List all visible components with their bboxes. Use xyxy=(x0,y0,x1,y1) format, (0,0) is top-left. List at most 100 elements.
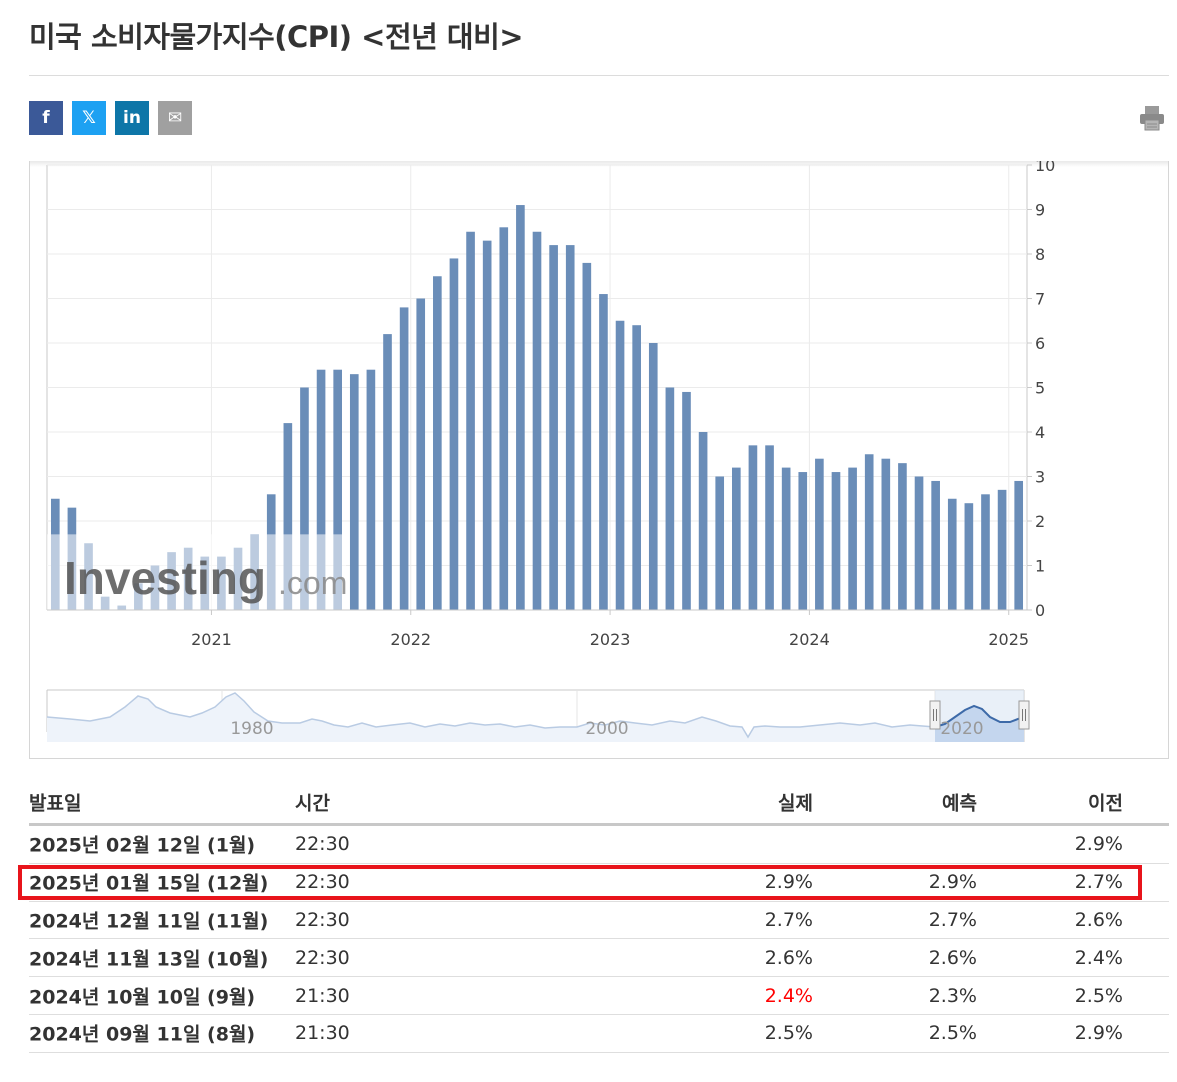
y-tick-label: 0 xyxy=(1035,601,1045,620)
chart-container: Investing .com 0 1 2 3 4 5 6 7 8 9 10 2021 2022 2023… xyxy=(29,161,1169,759)
y-tick-label: 8 xyxy=(1035,245,1045,264)
row-previous: 2.9% xyxy=(1074,833,1123,856)
row-date: 2025년 02월 12일 (1월) xyxy=(29,834,256,857)
navigator-handle xyxy=(929,700,941,730)
linkedin-share-button[interactable]: in xyxy=(115,101,149,135)
header-time[interactable]: 시간 xyxy=(295,792,330,814)
row-date: 2024년 09월 11일 (8월) xyxy=(29,1023,256,1046)
row-previous: 2.9% xyxy=(1074,1022,1123,1045)
y-tick-label: 7 xyxy=(1035,290,1045,309)
range-navigator[interactable]: 1980 2000 2020 xyxy=(46,689,1030,742)
row-actual: 2.9% xyxy=(764,871,813,894)
x-tick-label: 2022 xyxy=(390,630,431,649)
bar xyxy=(549,245,558,610)
row-actual: 2.6% xyxy=(764,946,813,969)
print-icon[interactable] xyxy=(1138,104,1166,132)
row-forecast: 2.3% xyxy=(928,984,977,1007)
bar xyxy=(848,467,857,610)
bar xyxy=(482,240,492,610)
navigator-selection-line xyxy=(934,704,1025,728)
bar xyxy=(599,294,608,610)
row-actual: 2.7% xyxy=(764,908,813,931)
title-divider xyxy=(29,75,1169,76)
navigator-label: 2020 xyxy=(940,719,983,739)
row-date: 2024년 11월 13일 (10월) xyxy=(29,948,269,971)
table-row: 2024년 10월 10일 (9월) 21:30 2.4% 2.3% 2.5% xyxy=(29,977,1169,1015)
bar xyxy=(366,369,376,610)
row-actual: 2.4% xyxy=(764,984,813,1007)
cpi-bar-chart[interactable]: Investing .com 0 1 2 3 4 5 6 7 8 9 10 2021 2022 2023… xyxy=(30,161,1169,759)
row-time: 22:30 xyxy=(295,946,350,969)
bar xyxy=(997,489,1007,610)
table-header: 발표일 시간 실제 예측 이전 xyxy=(29,780,1169,826)
bar xyxy=(898,463,907,610)
row-time: 21:30 xyxy=(295,984,350,1007)
release-table: 발표일 시간 실제 예측 이전 2025년 02월 12일 (1월) 22:30… xyxy=(29,780,1169,1053)
bar xyxy=(931,480,940,610)
table-row: 2024년 11월 13일 (10월) 22:30 2.6% 2.6% 2.4% xyxy=(29,939,1169,978)
email-share-button[interactable]: ✉ xyxy=(158,101,192,135)
y-tick-label: 1 xyxy=(1035,557,1045,576)
bar xyxy=(449,258,459,610)
table-row: 2024년 12월 11일 (11월) 22:30 2.7% 2.7% 2.6% xyxy=(29,902,1169,940)
header-date[interactable]: 발표일 xyxy=(29,792,82,814)
bar xyxy=(964,503,974,610)
bar xyxy=(798,472,808,610)
x-tick-label: 2025 xyxy=(988,630,1029,649)
navigator-selection-area xyxy=(935,706,1024,742)
header-previous[interactable]: 이전 xyxy=(1088,792,1123,814)
row-forecast: 2.5% xyxy=(928,1022,977,1045)
y-tick-label: 9 xyxy=(1035,201,1045,220)
bar xyxy=(682,391,691,610)
x-axis: 2021 2022 2023 2024 2025 xyxy=(47,609,1029,649)
x-tick-label: 2021 xyxy=(191,630,232,649)
bar xyxy=(914,476,924,610)
bar xyxy=(349,374,359,610)
row-previous: 2.7% xyxy=(1074,871,1123,894)
navigator-handle xyxy=(1018,700,1030,730)
y-axis: 0 1 2 3 4 5 6 7 8 9 10 xyxy=(1027,161,1055,620)
row-forecast: 2.6% xyxy=(928,946,977,969)
bar xyxy=(864,454,874,610)
row-date: 2024년 12월 11일 (11월) xyxy=(29,910,269,933)
bar xyxy=(532,231,542,610)
header-actual[interactable]: 실제 xyxy=(778,792,813,814)
bar xyxy=(765,445,774,610)
bar xyxy=(665,387,675,610)
bar xyxy=(383,334,392,610)
row-time: 21:30 xyxy=(295,1022,350,1045)
bar xyxy=(748,445,758,610)
bar xyxy=(499,227,509,611)
y-tick-label: 2 xyxy=(1035,512,1045,531)
y-tick-label: 6 xyxy=(1035,334,1045,353)
navigator-line xyxy=(46,692,936,739)
facebook-share-button[interactable]: f xyxy=(29,101,63,135)
table-row: 2025년 01월 15일 (12월) 22:30 2.9% 2.9% 2.7% xyxy=(29,864,1169,902)
bar xyxy=(582,262,592,610)
bar xyxy=(300,387,309,610)
navigator-label: 2000 xyxy=(585,719,628,739)
x-share-button[interactable]: 𝕏 xyxy=(72,101,106,135)
bar xyxy=(516,205,525,611)
bar xyxy=(947,498,957,610)
bar xyxy=(433,276,442,610)
bar xyxy=(781,467,791,610)
navigator-label: 1980 xyxy=(230,719,273,739)
y-tick-label: 5 xyxy=(1035,379,1045,398)
bar xyxy=(831,472,841,610)
bar xyxy=(1014,480,1024,610)
bar xyxy=(615,320,625,610)
watermark-backdrop xyxy=(47,534,346,610)
header-forecast[interactable]: 예측 xyxy=(942,792,977,814)
row-forecast: 2.9% xyxy=(928,871,977,894)
bar xyxy=(565,245,575,610)
watermark-brand: Investing xyxy=(64,552,266,604)
bar xyxy=(698,432,708,610)
bar xyxy=(316,369,326,610)
y-tick-label: 4 xyxy=(1035,423,1045,442)
bar xyxy=(632,325,641,610)
bar xyxy=(715,476,725,610)
table-row: 2024년 09월 11일 (8월) 21:30 2.5% 2.5% 2.9% xyxy=(29,1015,1169,1053)
bar xyxy=(283,423,293,610)
y-tick-label: 3 xyxy=(1035,468,1045,487)
